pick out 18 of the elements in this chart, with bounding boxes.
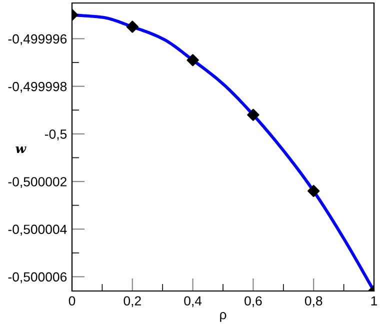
x-tick-label: 0,8 (304, 296, 322, 308)
point (247, 108, 260, 121)
x-axis-title: ρ (220, 312, 226, 322)
y-tick-label: -0,499996 (8, 34, 67, 46)
x-tick-label: 0 (68, 296, 76, 306)
x-tick-label: 0,6 (244, 296, 262, 308)
point (186, 54, 199, 66)
y-tick-label: -0,500002 (8, 177, 66, 188)
point (308, 184, 320, 198)
y-tick-label: -0,499998 (8, 82, 67, 93)
point (126, 20, 138, 33)
x-tick-label: 0,4 (184, 296, 202, 308)
x-tick-label: 1 (371, 296, 378, 306)
x-tick-label: 0,2 (124, 296, 141, 308)
y-tick-label: -0,500004 (8, 224, 67, 236)
y-tick-label: -0,500006 (8, 272, 67, 284)
y-tick-label: -0,5 (44, 129, 67, 140)
y-axis-title: w (16, 146, 26, 154)
